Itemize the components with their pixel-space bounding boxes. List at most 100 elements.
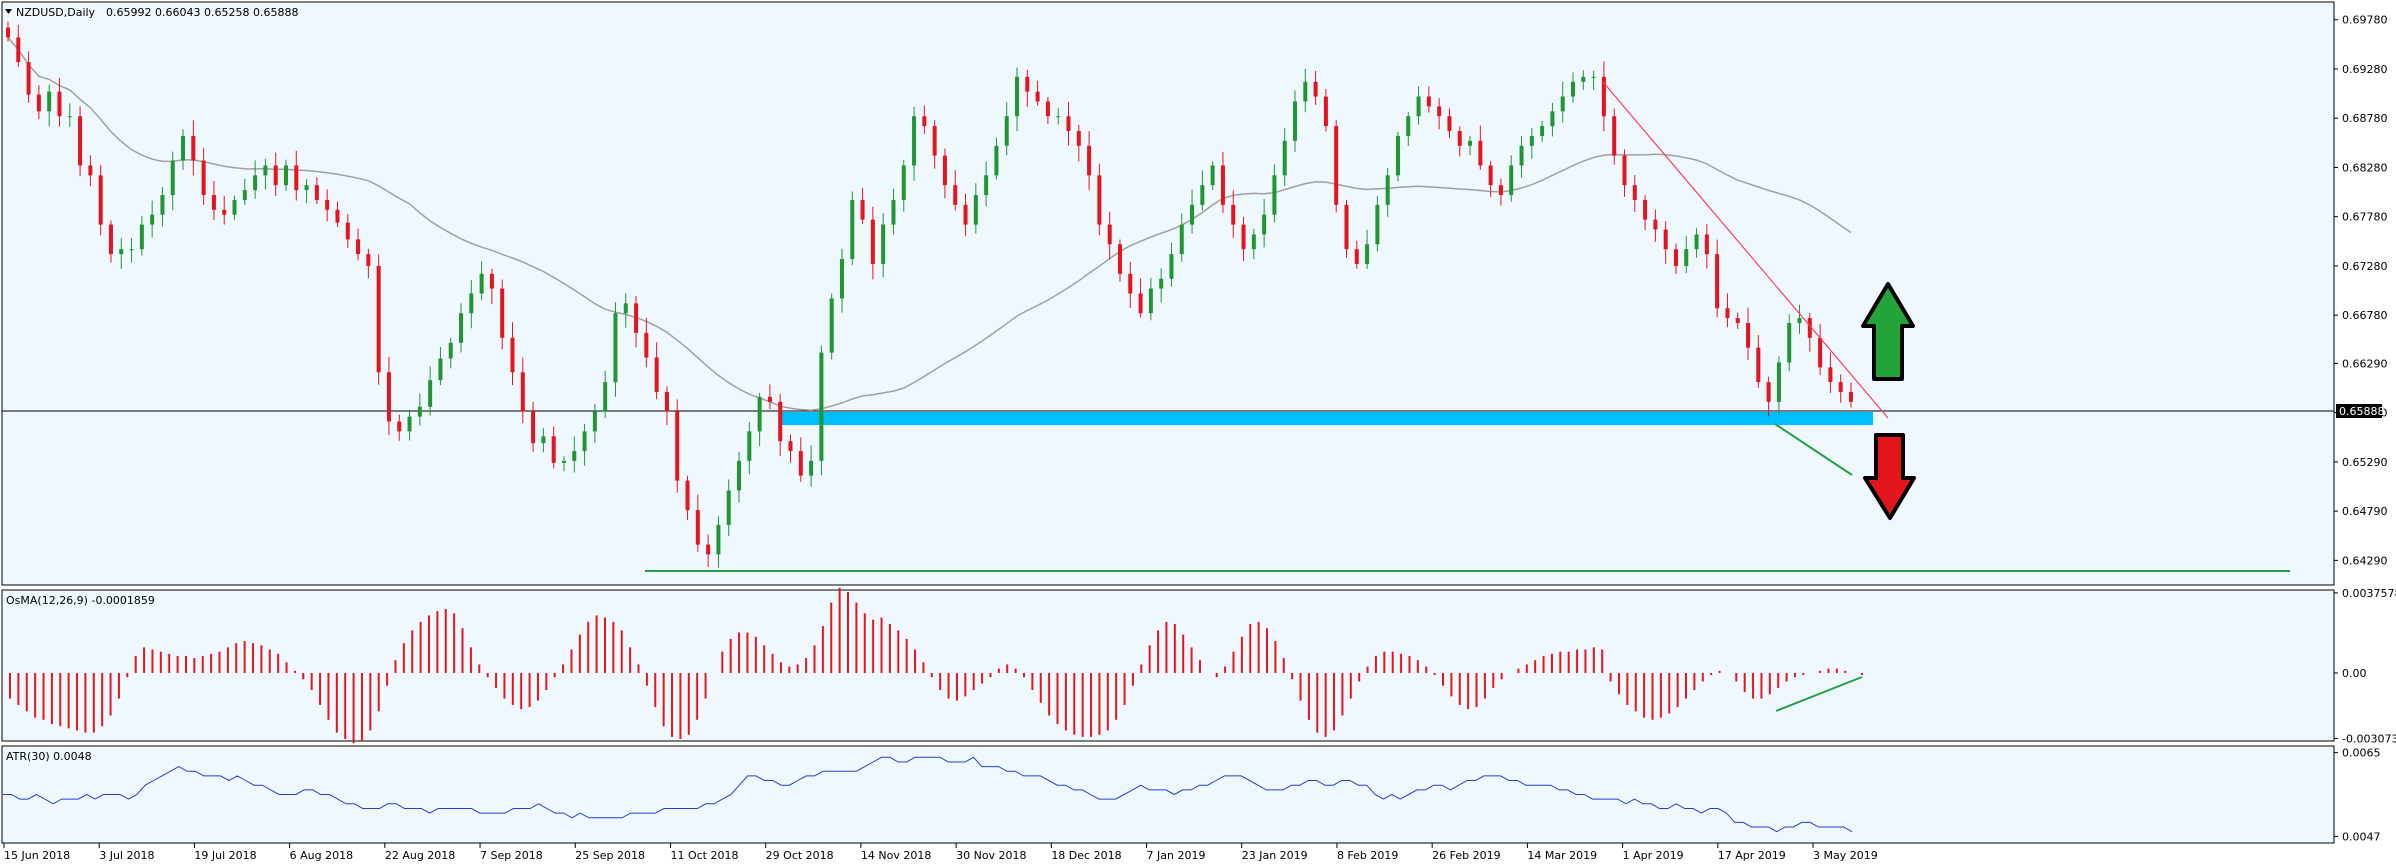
candle-body (1478, 140, 1483, 166)
candle (469, 280, 474, 329)
candle-body (36, 94, 41, 112)
candle-body (1560, 96, 1565, 112)
candle-body (1148, 288, 1153, 314)
candle-body (829, 298, 834, 353)
candle (1138, 278, 1143, 318)
candle-body (634, 303, 639, 333)
candle-body (1591, 76, 1596, 78)
candle-body (335, 209, 340, 223)
time-tick-label: 15 Jun 2018 (4, 849, 70, 862)
candle (1365, 229, 1370, 269)
candle (1128, 261, 1133, 308)
candle-body (1550, 111, 1555, 127)
candle (551, 426, 556, 469)
candle (1581, 70, 1586, 90)
candle (829, 293, 834, 360)
candle (1159, 268, 1164, 303)
candle (1509, 155, 1514, 202)
candle (932, 120, 937, 169)
candle (664, 386, 669, 426)
triangle-down-icon (5, 9, 12, 14)
candle (1447, 108, 1452, 139)
candle-body (1612, 116, 1617, 156)
candle-body (1066, 116, 1071, 132)
candle (397, 414, 402, 441)
candle-body (1272, 175, 1277, 215)
candle (78, 106, 83, 177)
candle (1323, 88, 1328, 132)
candle-body (839, 259, 844, 299)
candle-body (232, 199, 237, 215)
candle-body (1138, 293, 1143, 314)
candle-body (67, 116, 72, 118)
candle (304, 179, 309, 204)
arrow-up-icon (1861, 282, 1915, 381)
candle (1735, 312, 1740, 330)
candle (263, 158, 268, 190)
candle (1715, 239, 1720, 318)
candle (1015, 67, 1020, 132)
candle (1076, 124, 1081, 162)
candle (1457, 126, 1462, 157)
osma-axis: 0.0037578 0.00 -0.0030737 (2334, 587, 2396, 745)
candle (1375, 196, 1380, 252)
candle-body (1117, 244, 1122, 274)
candle (1550, 102, 1555, 137)
candle (1066, 101, 1071, 146)
candle (1673, 243, 1678, 275)
price-tick-label: 0.68280 (2342, 161, 2388, 174)
candle (36, 85, 41, 120)
candle-body (407, 416, 412, 432)
descending-trendline (1602, 81, 1889, 419)
candle-body (16, 37, 21, 63)
candle (1601, 61, 1606, 132)
time-tick-label: 25 Sep 2018 (575, 849, 645, 862)
price-tick-label: 0.68780 (2342, 112, 2388, 125)
candle (747, 421, 752, 475)
candle (1385, 168, 1390, 217)
candle-body (1725, 308, 1730, 319)
candle-body (1787, 323, 1792, 363)
arrow-down-icon (1863, 433, 1916, 520)
candle-body (88, 165, 93, 176)
candle (1838, 374, 1843, 403)
candle (922, 105, 927, 134)
candle-body (850, 199, 855, 260)
candle (675, 399, 680, 493)
ohlc-values: 0.65992 0.66043 0.65258 0.65888 (106, 6, 298, 19)
candle (345, 213, 350, 248)
candle (1395, 131, 1400, 182)
candle-body (57, 91, 62, 117)
candle-body (325, 199, 330, 210)
candle-body (984, 175, 989, 196)
candle-body (1004, 116, 1009, 146)
candle-body (1231, 204, 1236, 225)
candle (1746, 307, 1751, 360)
time-tick-label: 18 Dec 2018 (1051, 849, 1121, 862)
candle (1787, 314, 1792, 372)
candle (1251, 228, 1256, 260)
candle-body (870, 219, 875, 264)
candle-body (1107, 224, 1112, 245)
candle (561, 456, 566, 472)
atr-axis: 0.0065 0.0047 (2334, 747, 2381, 843)
candle-body (809, 460, 814, 476)
candle-body (386, 372, 391, 422)
candle-body (1746, 323, 1751, 348)
candle (57, 77, 62, 127)
candle-body (1200, 185, 1205, 205)
candle (1241, 216, 1246, 261)
candle-body (572, 451, 577, 461)
candle (1097, 163, 1102, 236)
candle-body (1437, 106, 1442, 117)
candle-body (1818, 337, 1823, 368)
candle-body (1097, 175, 1102, 225)
candle-body (1262, 214, 1267, 235)
candle-body (1807, 318, 1812, 338)
candle (386, 356, 391, 436)
candle (603, 370, 608, 419)
candle-body (1457, 131, 1462, 146)
candle (819, 345, 824, 476)
price-tick-label: 0.66290 (2342, 357, 2388, 370)
